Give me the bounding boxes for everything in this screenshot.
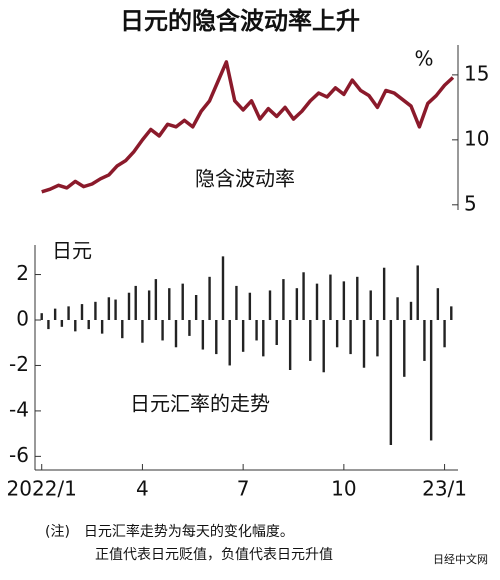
y-tick-label: 10: [464, 126, 489, 150]
x-tick-label: 4: [136, 477, 149, 501]
bar: [154, 279, 158, 320]
bar: [208, 276, 211, 320]
bar: [47, 320, 50, 330]
bar: [309, 320, 312, 361]
annotation: 日元汇率的走势: [130, 392, 270, 416]
bar: [376, 320, 379, 357]
bar: [194, 295, 198, 320]
bar: [315, 283, 319, 320]
bar: [389, 320, 393, 445]
bar: [107, 297, 111, 320]
bar: [174, 320, 178, 348]
bar: [114, 299, 117, 320]
bar: [228, 320, 231, 366]
bar: [147, 290, 151, 320]
bar: [127, 292, 131, 320]
x-tick-label: 2022/1: [7, 477, 77, 501]
y-tick-label: 2: [16, 261, 29, 285]
bar: [369, 290, 372, 320]
bar: [141, 320, 144, 343]
bar: [329, 274, 332, 320]
bar: [429, 320, 433, 441]
y-unit: %: [414, 47, 433, 71]
bar: [416, 265, 419, 320]
bar: [255, 320, 258, 341]
bar: [161, 320, 164, 341]
bar: [302, 272, 305, 320]
bar: [349, 320, 352, 355]
bar: [450, 306, 453, 320]
bar: [382, 267, 386, 320]
bar: [403, 320, 406, 377]
bar: [443, 320, 446, 348]
bar: [40, 313, 43, 320]
y-tick-label: -6: [9, 443, 29, 467]
bar: [67, 306, 70, 320]
bar: [221, 256, 225, 320]
watermark: 日经中文网: [433, 552, 488, 566]
bar: [74, 320, 77, 332]
x-tick-label: 23/1: [422, 477, 467, 501]
bar: [268, 290, 272, 320]
bar: [168, 288, 171, 320]
y-tick-label: -4: [9, 397, 29, 421]
bar: [282, 279, 285, 320]
bar: [295, 288, 299, 320]
bar: [60, 320, 64, 327]
bar: [215, 320, 218, 355]
bar: [53, 308, 57, 320]
bar: [362, 320, 366, 368]
bar: [262, 320, 265, 357]
bar: [100, 320, 104, 334]
bar: [288, 320, 292, 370]
bar: [181, 283, 184, 320]
y-unit: 日元: [52, 239, 92, 263]
bar: [87, 320, 90, 330]
bar: [241, 320, 245, 352]
bar: [201, 320, 205, 350]
bar: [423, 320, 426, 361]
note: (注) 日元汇率走势为每天的变化幅度。: [45, 523, 294, 540]
bar: [94, 301, 97, 320]
y-tick-label: 0: [16, 307, 29, 331]
line: [41, 60, 455, 194]
bar: [396, 297, 399, 320]
bar: [275, 320, 278, 345]
bar: [80, 304, 84, 320]
bar: [322, 320, 325, 373]
x-tick-label: 10: [331, 477, 356, 501]
bar: [248, 292, 252, 320]
bar: [235, 285, 238, 320]
x-tick-label: 7: [237, 477, 250, 501]
bar: [188, 320, 191, 336]
bar: [134, 285, 137, 320]
bar: [356, 276, 359, 320]
y-tick-label: -2: [9, 352, 29, 376]
bar: [436, 288, 440, 320]
bar: [121, 320, 124, 339]
y-tick-label: 5: [464, 191, 477, 215]
chart-title: 日元的隐含波动率上升: [120, 7, 360, 35]
note: 正值代表日元贬值，负值代表日元升值: [95, 547, 333, 563]
annotation: 隐含波动率: [195, 167, 295, 191]
bar: [409, 301, 413, 320]
bar: [335, 320, 339, 348]
bar: [342, 281, 346, 320]
y-tick-label: 15: [464, 61, 489, 85]
